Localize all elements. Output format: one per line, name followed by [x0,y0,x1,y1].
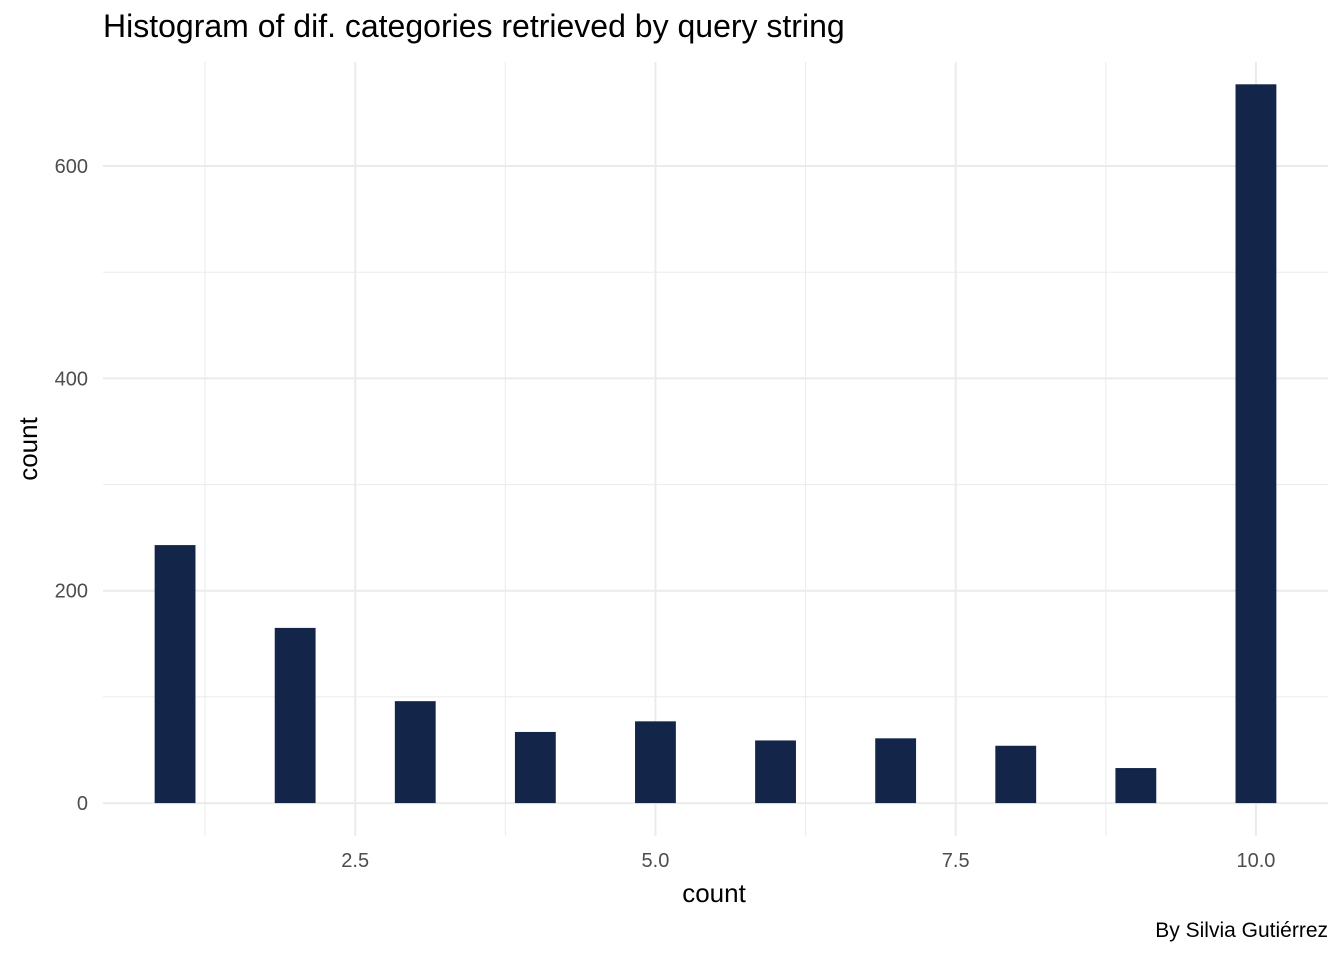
histogram-bar [875,738,917,804]
histogram-bar [1235,84,1277,804]
y-tick-label: 200 [55,581,88,603]
histogram-bar [635,721,676,804]
histogram-bar [274,627,316,804]
y-tick-label: 400 [55,368,88,390]
histogram-bar [154,545,196,804]
histogram-bar [514,731,556,804]
bars [154,84,1277,804]
x-axis-title: count [682,878,746,908]
y-tick-label: 600 [55,156,88,178]
chart-title: Histogram of dif. categories retrieved b… [103,8,845,44]
histogram-bar [755,740,796,804]
x-tick-label: 5.0 [642,850,670,872]
histogram-bar [394,701,436,804]
histogram-bar [1115,768,1157,804]
x-tick-label: 10.0 [1236,850,1275,872]
histogram-bar [995,745,1037,804]
y-axis-title: count [13,416,43,480]
y-tick-label: 0 [77,793,88,815]
x-tick-label: 7.5 [942,850,970,872]
x-tick-label: 2.5 [341,850,369,872]
tick-labels: 2.5 5.0 7.5 10.0 0 200 400 600 [55,156,1276,872]
chart-caption: By Silvia Gutiérrez [1155,919,1328,942]
